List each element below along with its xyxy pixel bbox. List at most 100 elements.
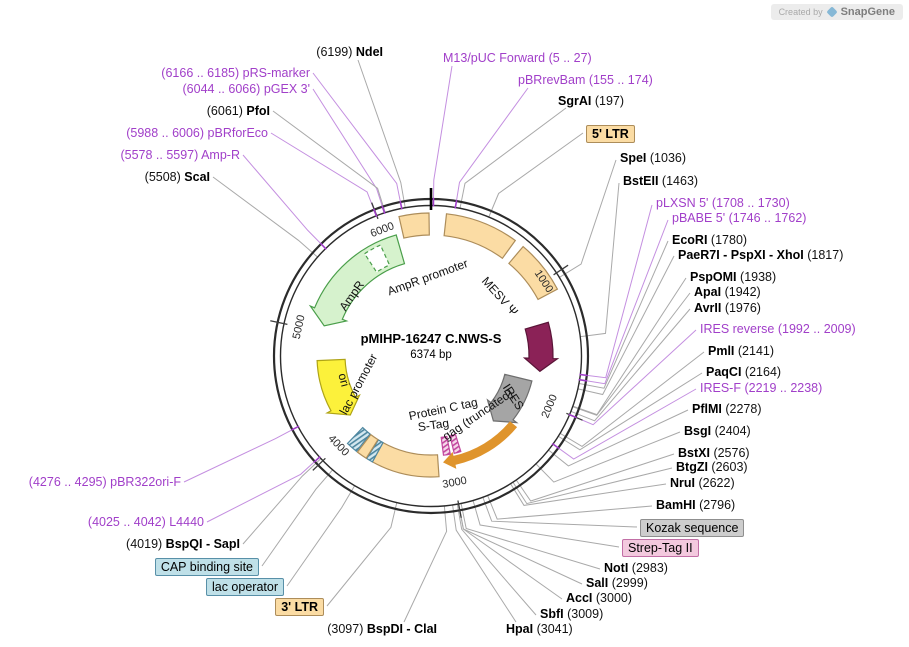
label-btgzi-pos: (2603) [711,460,748,474]
label-kozak[interactable]: Kozak sequence [640,519,745,537]
label-pflmi[interactable]: PflMI (2278) [692,401,761,417]
feature-s_tag[interactable] [440,435,452,456]
leader-line-amp_r [242,154,327,250]
label-pgex3[interactable]: (6044 .. 6066) pGEX 3' [183,81,311,97]
label-bspqi_sapi[interactable]: (4019) BspQI - SapI [126,536,240,552]
label-prs_marker[interactable]: (6166 .. 6185) pRS-marker [161,65,310,81]
feature-ires_arrow[interactable] [486,373,533,424]
primer-tick-l4440 [313,455,321,463]
leader-line-l4440 [206,456,321,523]
primer-tick-pbabe5 [578,378,588,382]
label-paqci[interactable]: PaqCI (2164) [706,364,781,380]
label-pbrrevbam[interactable]: pBRrevBam (155 .. 174) [518,72,653,88]
label-bsteii-name: BstEII [623,174,659,188]
scale-label-3000: 3000 [442,475,468,491]
label-pgex3-pos: (6044 .. 6066) [182,82,261,96]
label-cap_binding_site[interactable]: CAP binding site [154,558,259,576]
label-pfoi-pos: (6061) [206,104,243,118]
label-paer7i_pspxi_xhoi[interactable]: PaeR7I - PspXI - XhoI (1817) [678,247,843,263]
label-pflmi-pos: (2278) [725,402,762,416]
leader-line-m13_puc_forward [432,65,453,207]
label-sali[interactable]: SalI (2999) [586,575,648,591]
label-spei[interactable]: SpeI (1036) [620,150,686,166]
label-strep_tag_ii[interactable]: Strep-Tag II [622,539,699,557]
label-pspomi-pos: (1938) [740,270,777,284]
label-plxsn5[interactable]: pLXSN 5' (1708 .. 1730) [656,195,790,211]
leader-line-apai [572,292,691,416]
feature-ltr5_arc[interactable] [443,213,517,260]
primer-tick-prs_marker [399,200,403,210]
label-bsgi[interactable]: BsgI (2404) [684,423,751,439]
label-noti-name: NotI [604,561,629,575]
leader-line-cap_binding_site [261,469,334,567]
feature-ltr3_arc[interactable] [371,441,440,478]
label-apai[interactable]: ApaI (1942) [694,284,761,300]
feature-lac_promoter_arc[interactable] [356,433,379,460]
feature-cap_mark[interactable] [346,426,371,453]
label-pspomi[interactable]: PspOMI (1938) [690,269,776,285]
label-noti[interactable]: NotI (2983) [604,560,668,576]
label-ires_f-name: IRES-F [700,381,741,395]
label-bamhi[interactable]: BamHI (2796) [656,497,735,513]
badge-created-by-text: Created by [778,7,823,17]
label-ires_f[interactable]: IRES-F (2219 .. 2238) [700,380,822,396]
leader-line-kozak [482,496,638,528]
scale-tick-1000 [553,264,569,276]
label-bsteii[interactable]: BstEII (1463) [623,173,698,189]
label-five_ltr[interactable]: 5' LTR [586,125,635,143]
feature-psi_arc[interactable] [508,245,559,301]
leader-line-paqci [557,372,703,451]
primer-tick-ires_reverse [568,413,577,419]
label-bspdi_clai[interactable]: (3097) BspDI - ClaI [327,621,437,637]
label-scai[interactable]: (5508) ScaI [145,169,210,185]
feature-protein_c_tag[interactable] [449,433,462,455]
label-pbabe5[interactable]: pBABE 5' (1746 .. 1762) [672,210,806,226]
label-avrii[interactable]: AvrII (1976) [694,300,761,316]
label-ires_reverse[interactable]: IRES reverse (1992 .. 2009) [700,321,856,337]
label-ndei[interactable]: (6199) NdeI [316,44,383,60]
leader-line-pfoi [272,110,386,214]
feature-gag_arrow[interactable] [443,421,518,469]
feature-ampr_promoter_arc[interactable] [398,212,430,239]
label-acci-pos: (3000) [595,591,633,605]
primer-tick-pbr322ori_f [291,425,300,431]
label-pbr322ori_f[interactable]: (4276 .. 4295) pBR322ori-F [29,474,181,490]
label-pbabe5-name: pBABE 5' [672,211,726,225]
label-pfoi[interactable]: (6061) PfoI [207,103,270,119]
feature-env_arrow[interactable] [522,321,560,373]
leader-line-lac_operator [286,484,356,587]
label-ecori[interactable]: EcoRI (1780) [672,232,747,248]
label-sgrai[interactable]: SgrAI (197) [558,93,624,109]
label-hpai[interactable]: HpaI (3041) [506,621,573,637]
label-pmli-pos: (2141) [737,344,775,358]
label-three_ltr[interactable]: 3' LTR [275,598,324,616]
label-apai-pos: (1942) [724,285,761,299]
label-bstxi[interactable]: BstXI (2576) [678,445,750,461]
label-l4440[interactable]: (4025 .. 4042) L4440 [88,514,204,530]
label-btgzi[interactable]: BtgZI (2603) [676,459,748,475]
label-bsgi-name: BsgI [684,424,712,438]
leader-line-ecori [578,240,669,389]
label-nrui[interactable]: NruI (2622) [670,475,735,491]
label-pbrforeco-name: pBRforEco [207,126,268,140]
label-bspqi_sapi-name: BspQI - SapI [165,537,240,551]
label-m13_puc_forward[interactable]: M13/pUC Forward (5 .. 27) [443,50,592,66]
label-pmli[interactable]: PmlI (2141) [708,343,774,359]
label-hpai-pos: (3041) [536,622,573,636]
label-l4440-pos: (4025 .. 4042) [87,515,166,529]
feature-ori_arrow[interactable] [316,358,361,416]
label-nrui-pos: (2622) [698,476,735,490]
label-sbfi[interactable]: SbfI (3009) [540,606,603,622]
leader-line-pbabe5 [579,219,669,385]
label-lac_operator[interactable]: lac operator [205,578,284,596]
label-amp_r[interactable]: (5578 .. 5597) Amp-R [120,147,240,163]
leader-line-bspdi_clai [403,505,448,623]
label-acci[interactable]: AccI (3000) [566,590,632,606]
label-pbrforeco[interactable]: (5988 .. 6006) pBRforEco [126,125,268,141]
leader-line-bsteii [579,182,620,338]
label-bstxi-pos: (2576) [713,446,750,460]
label-pfoi-name: PfoI [246,104,270,118]
leader-line-pbrrevbam [454,87,529,209]
feature-ampr_gap[interactable] [363,244,391,273]
